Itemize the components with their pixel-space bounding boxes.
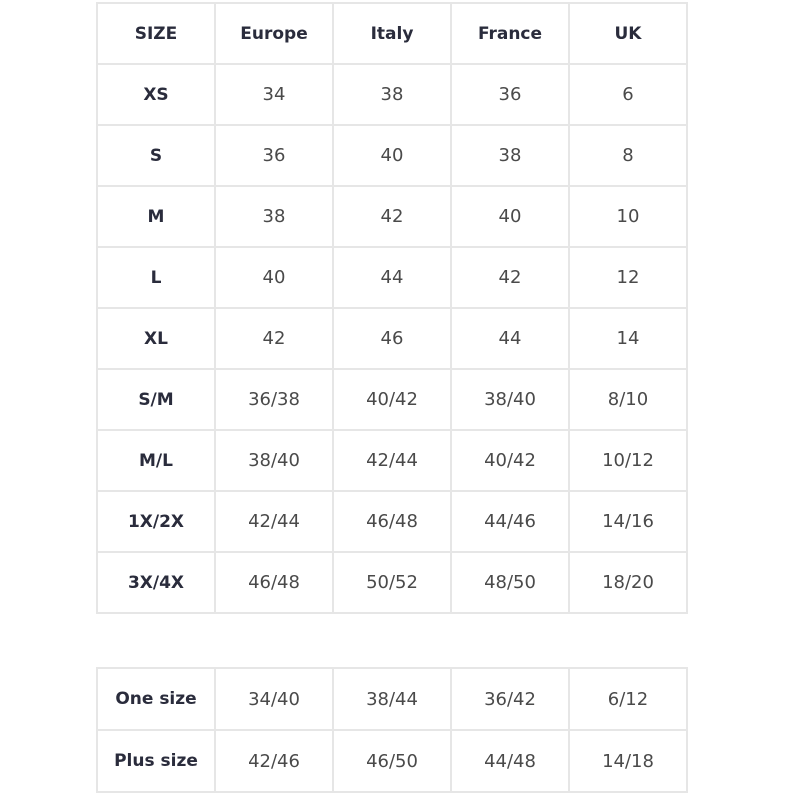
size-value-cell: 38 — [450, 124, 570, 187]
size-value-cell: 34 — [214, 63, 334, 126]
size-value-cell: 8 — [568, 124, 688, 187]
size-value-cell: 44/48 — [450, 729, 570, 793]
size-value-cell: 6/12 — [568, 667, 688, 731]
size-value-cell: 38/44 — [332, 667, 452, 731]
size-value-cell: 42 — [450, 246, 570, 309]
size-value-cell: 46/48 — [332, 490, 452, 553]
header-row: SIZE Europe Italy France UK — [96, 2, 688, 65]
table-row: S/M 36/38 40/42 38/40 8/10 — [96, 368, 688, 431]
column-header: Europe — [214, 2, 334, 65]
size-value-cell: 42 — [332, 185, 452, 248]
size-value-cell: 46 — [332, 307, 452, 370]
size-value-cell: 36 — [450, 63, 570, 126]
size-value-cell: 44 — [450, 307, 570, 370]
size-value-cell: 42/44 — [332, 429, 452, 492]
table-row: XL 42 46 44 14 — [96, 307, 688, 370]
size-chart-table: SIZE Europe Italy France UK XS 34 38 36 6 S 36 40 38 8… — [96, 2, 688, 614]
table-row: L 40 44 42 12 — [96, 246, 688, 309]
special-size-table: One size 34/40 38/44 36/42 6/12 Plus size 42/4… — [96, 667, 688, 793]
table-row: S 36 40 38 8 — [96, 124, 688, 187]
size-value-cell: 36/38 — [214, 368, 334, 431]
size-label-cell: XS — [96, 63, 216, 126]
column-header: Italy — [332, 2, 452, 65]
size-value-cell: 50/52 — [332, 551, 452, 614]
size-value-cell: 40/42 — [450, 429, 570, 492]
table-row: One size 34/40 38/44 36/42 6/12 — [96, 667, 688, 731]
size-value-cell: 38 — [214, 185, 334, 248]
size-value-cell: 38/40 — [450, 368, 570, 431]
size-value-cell: 14/18 — [568, 729, 688, 793]
size-value-cell: 38/40 — [214, 429, 334, 492]
size-value-cell: 46/48 — [214, 551, 334, 614]
table-row: 3X/4X 46/48 50/52 48/50 18/20 — [96, 551, 688, 614]
size-value-cell: 42/44 — [214, 490, 334, 553]
size-value-cell: 38 — [332, 63, 452, 126]
size-value-cell: 44 — [332, 246, 452, 309]
size-value-cell: 10/12 — [568, 429, 688, 492]
size-value-cell: 14/16 — [568, 490, 688, 553]
size-label-cell: S — [96, 124, 216, 187]
size-value-cell: 34/40 — [214, 667, 334, 731]
size-value-cell: 12 — [568, 246, 688, 309]
size-value-cell: 40/42 — [332, 368, 452, 431]
column-header: France — [450, 2, 570, 65]
size-value-cell: 6 — [568, 63, 688, 126]
size-value-cell: 40 — [214, 246, 334, 309]
table-row: XS 34 38 36 6 — [96, 63, 688, 126]
size-label-cell: M — [96, 185, 216, 248]
size-label-cell: XL — [96, 307, 216, 370]
size-label-cell: One size — [96, 667, 216, 731]
size-value-cell: 40 — [450, 185, 570, 248]
size-value-cell: 42/46 — [214, 729, 334, 793]
table-row: 1X/2X 42/44 46/48 44/46 14/16 — [96, 490, 688, 553]
size-value-cell: 40 — [332, 124, 452, 187]
size-value-cell: 44/46 — [450, 490, 570, 553]
size-label-cell: S/M — [96, 368, 216, 431]
column-header: UK — [568, 2, 688, 65]
size-label-cell: Plus size — [96, 729, 216, 793]
table-row: M 38 42 40 10 — [96, 185, 688, 248]
size-value-cell: 10 — [568, 185, 688, 248]
size-value-cell: 14 — [568, 307, 688, 370]
column-header: SIZE — [96, 2, 216, 65]
size-value-cell: 18/20 — [568, 551, 688, 614]
size-label-cell: 3X/4X — [96, 551, 216, 614]
size-label-cell: M/L — [96, 429, 216, 492]
size-label-cell: 1X/2X — [96, 490, 216, 553]
size-value-cell: 48/50 — [450, 551, 570, 614]
size-value-cell: 8/10 — [568, 368, 688, 431]
size-value-cell: 42 — [214, 307, 334, 370]
table-row: M/L 38/40 42/44 40/42 10/12 — [96, 429, 688, 492]
size-value-cell: 36 — [214, 124, 334, 187]
size-label-cell: L — [96, 246, 216, 309]
table-row: Plus size 42/46 46/50 44/48 14/18 — [96, 729, 688, 793]
size-value-cell: 36/42 — [450, 667, 570, 731]
size-value-cell: 46/50 — [332, 729, 452, 793]
